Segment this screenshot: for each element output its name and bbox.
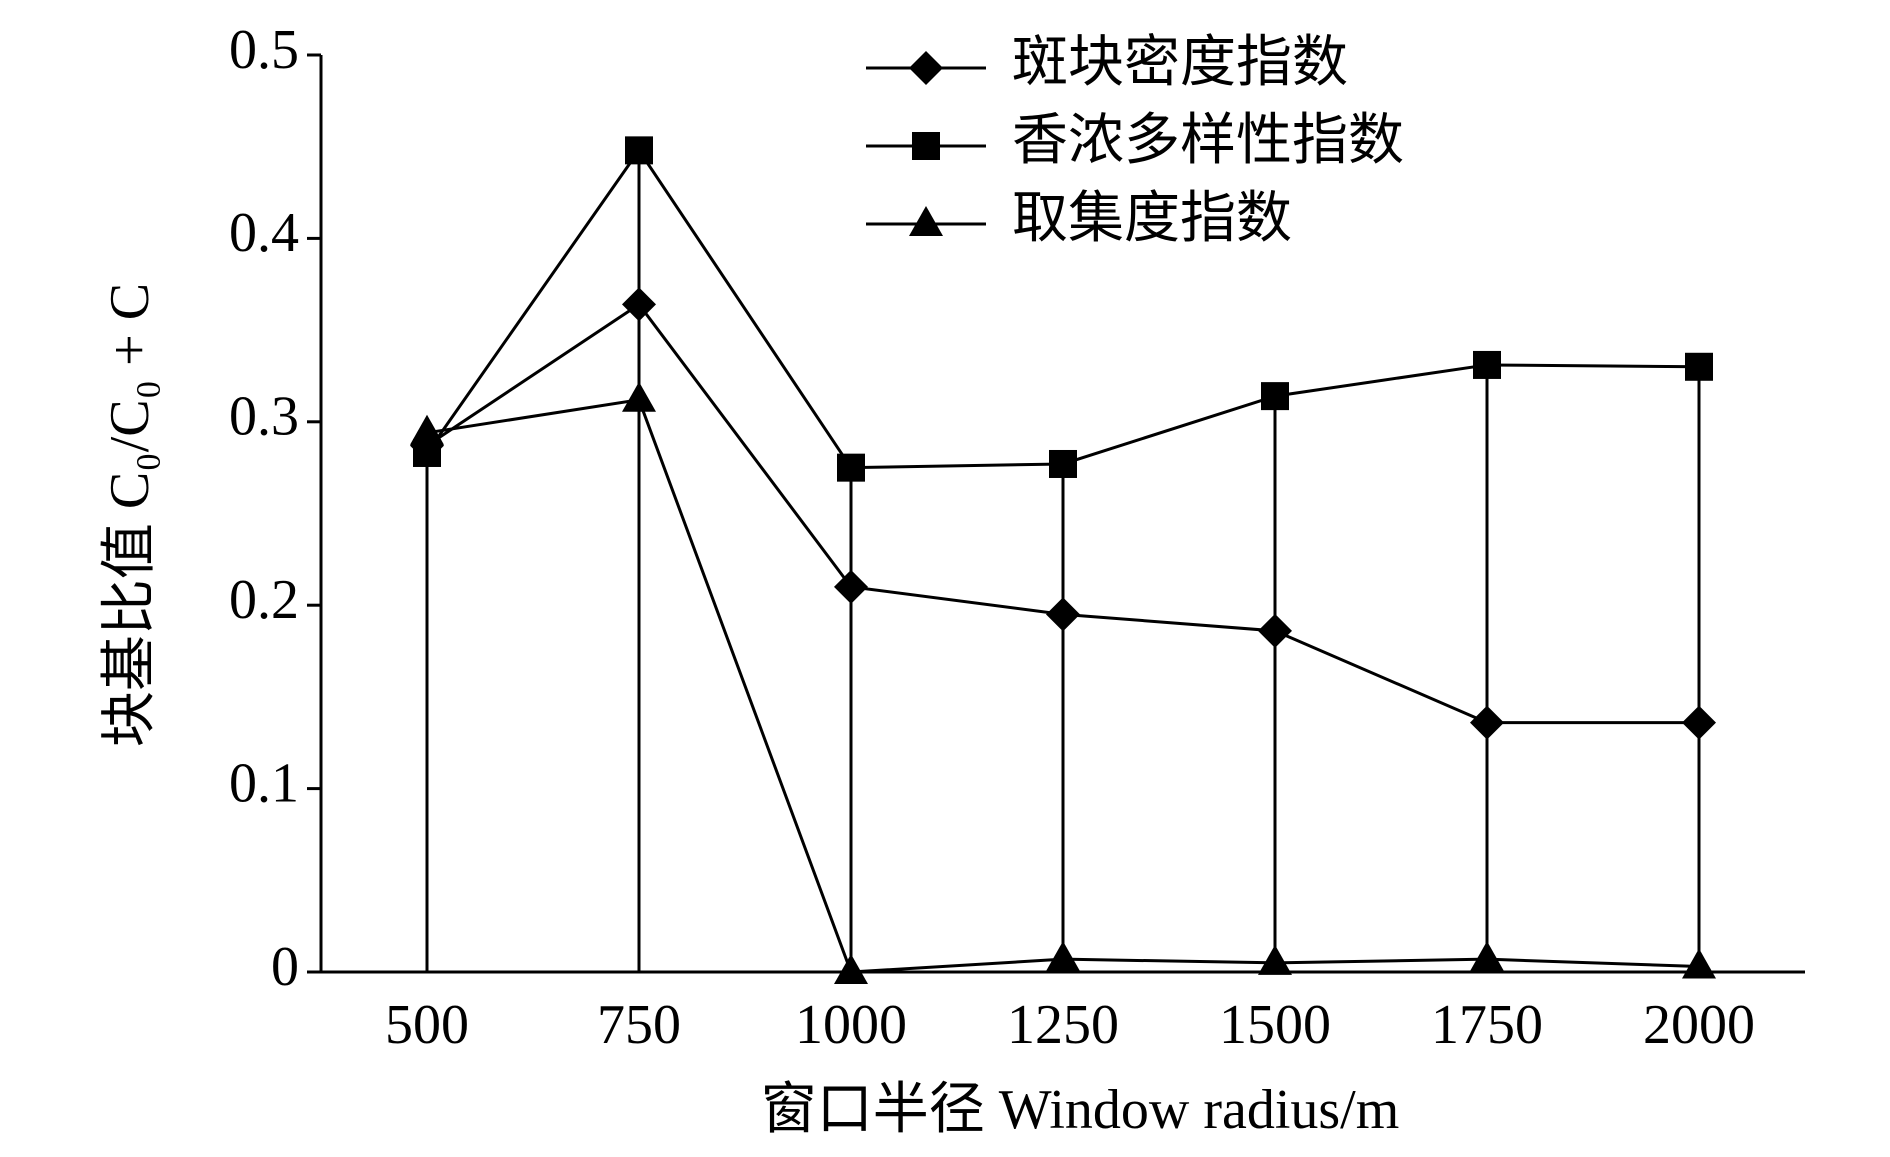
marker [1470,705,1504,740]
legend-label: 香浓多样性指数 [1012,110,1404,172]
y-axis-label: 块基比值 C₀/C₀ + C [99,283,161,747]
x-tick-label: 1500 [1219,994,1331,1056]
x-tick-label: 2000 [1643,994,1755,1056]
marker [1685,352,1713,381]
y-tick-label: 0.2 [229,569,299,631]
x-axis-label: 窗口半径 Window radius/m [761,1079,1400,1141]
y-tick-label: 0.4 [229,202,299,264]
marker [1261,382,1289,411]
marker [1682,948,1716,979]
marker [410,414,444,445]
marker [622,381,656,412]
y-tick-label: 0.1 [229,752,299,814]
marker [1046,941,1080,972]
marker [1258,944,1292,975]
marker [1473,350,1501,379]
x-tick-label: 500 [385,994,469,1056]
marker [909,51,943,85]
marker [1258,613,1292,648]
x-tick-label: 750 [597,994,681,1056]
marker [909,206,943,236]
legend-label: 斑块密度指数 [1012,32,1348,94]
marker [837,453,865,482]
marker [1049,449,1077,478]
marker [625,136,653,165]
marker [1046,597,1080,632]
x-tick-label: 1250 [1007,994,1119,1056]
marker [622,287,656,322]
y-tick-label: 0.5 [229,19,299,81]
y-tick-label: 0.3 [229,386,299,448]
legend-label: 取集度指数 [1012,188,1292,250]
marker [1470,941,1504,972]
x-tick-label: 1750 [1431,994,1543,1056]
y-tick-label: 0 [271,936,299,998]
marker [834,569,868,604]
marker [1682,705,1716,740]
marker [912,132,940,160]
x-tick-label: 1000 [795,994,907,1056]
marker [834,954,868,984]
